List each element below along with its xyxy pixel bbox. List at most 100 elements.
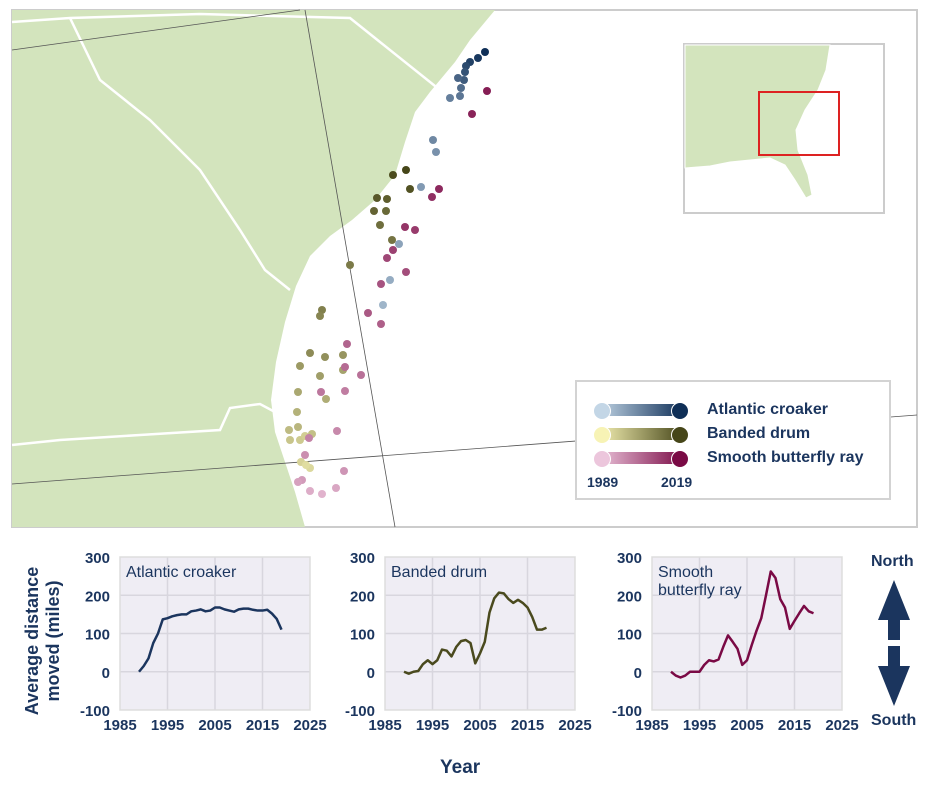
map-point-drum	[293, 408, 301, 416]
x-tick-label: 2015	[246, 717, 279, 734]
x-tick-label: 1985	[368, 717, 401, 734]
chart-title: Atlantic croaker	[126, 564, 237, 581]
map-point-ray	[377, 280, 385, 288]
map-point-ray	[383, 254, 391, 262]
y-tick-label: 0	[634, 665, 642, 682]
y-tick-label: 100	[350, 627, 375, 644]
legend-label: Smooth butterfly ray	[707, 449, 864, 466]
color-ramp-ray	[593, 450, 689, 468]
map-point-croaker	[446, 94, 454, 102]
map-point-ray	[340, 467, 348, 475]
y-tick-label: -100	[80, 703, 110, 720]
map-point-ray	[333, 427, 341, 435]
map-point-croaker	[379, 301, 387, 309]
y-tick-label: 300	[85, 550, 110, 567]
y-tick-label: 200	[85, 588, 110, 605]
map-point-ray	[332, 484, 340, 492]
x-axis-label: Year	[440, 757, 481, 778]
legend-year-end: 2019	[661, 474, 693, 490]
map-point-ray	[301, 451, 309, 459]
x-tick-label: 2025	[293, 717, 326, 734]
y-tick-label: -100	[612, 703, 642, 720]
map-point-drum	[296, 362, 304, 370]
south-label: South	[871, 712, 917, 729]
legend: Atlantic croaker Banded drum Smooth butt…	[575, 380, 891, 500]
map-point-croaker	[432, 148, 440, 156]
map-point-drum	[346, 261, 354, 269]
map-point-ray	[435, 185, 443, 193]
y-tick-label: 100	[617, 627, 642, 644]
map-point-ray	[306, 487, 314, 495]
map-point-ray	[305, 434, 313, 442]
map-point-ray	[468, 110, 476, 118]
map-point-croaker	[474, 54, 482, 62]
y-tick-label: 300	[350, 550, 375, 567]
series-line	[138, 606, 283, 673]
x-tick-label: 2025	[825, 717, 858, 734]
map-point-drum	[302, 461, 310, 469]
land	[12, 10, 495, 527]
map-point-drum	[285, 426, 293, 434]
map-point-drum	[406, 185, 414, 193]
plot-border	[119, 556, 311, 711]
map-point-drum	[316, 312, 324, 320]
series-line	[670, 570, 814, 679]
north-south-arrows-icon	[878, 580, 910, 706]
y-tick-label: -100	[345, 703, 375, 720]
map-point-croaker	[395, 240, 403, 248]
series-line	[403, 591, 547, 675]
map-point-ray	[401, 223, 409, 231]
map-point-croaker	[456, 92, 464, 100]
map-point-ray	[294, 478, 302, 486]
map-point-drum	[306, 349, 314, 357]
map-point-ray	[318, 490, 326, 498]
map-point-croaker	[454, 74, 462, 82]
y-tick-label: 0	[367, 665, 375, 682]
map-point-ray	[411, 226, 419, 234]
x-tick-label: 1995	[416, 717, 449, 734]
species-shift-map	[11, 9, 918, 528]
map-point-ray	[389, 246, 397, 254]
x-tick-label: 1995	[683, 717, 716, 734]
legend-item-drum: Banded drum	[593, 424, 810, 444]
x-tick-label: 2015	[511, 717, 544, 734]
plot-border	[651, 556, 843, 711]
chart-title: Smooth	[658, 564, 713, 581]
y-tick-label: 200	[617, 588, 642, 605]
map-point-drum	[389, 171, 397, 179]
x-tick-label: 2015	[778, 717, 811, 734]
map-point-croaker	[481, 48, 489, 56]
map-point-drum	[294, 423, 302, 431]
map-point-ray	[428, 193, 436, 201]
legend-label: Atlantic croaker	[707, 401, 828, 418]
map-point-ray	[317, 388, 325, 396]
chart-title: Banded drum	[391, 564, 487, 581]
y-tick-label: 200	[350, 588, 375, 605]
x-tick-label: 1985	[635, 717, 668, 734]
legend-item-croaker: Atlantic croaker	[593, 400, 828, 420]
map-point-croaker	[457, 84, 465, 92]
legend-year-start: 1989	[587, 474, 619, 490]
map-point-ray	[343, 340, 351, 348]
study-area-box	[758, 91, 840, 156]
color-ramp-drum	[593, 426, 689, 444]
map-point-ray	[364, 309, 372, 317]
map-point-drum	[370, 207, 378, 215]
map-point-drum	[286, 436, 294, 444]
y-tick-label: 0	[102, 665, 110, 682]
map-point-drum	[383, 195, 391, 203]
map-point-croaker	[417, 183, 425, 191]
map-point-ray	[341, 363, 349, 371]
x-tick-label: 2005	[730, 717, 763, 734]
map-point-drum	[373, 194, 381, 202]
map-point-ray	[402, 268, 410, 276]
state-borders	[11, 12, 441, 447]
y-axis-label: Average distance moved (miles)	[22, 566, 63, 716]
map-point-ray	[341, 387, 349, 395]
map-point-drum	[402, 166, 410, 174]
x-tick-label: 1985	[103, 717, 136, 734]
